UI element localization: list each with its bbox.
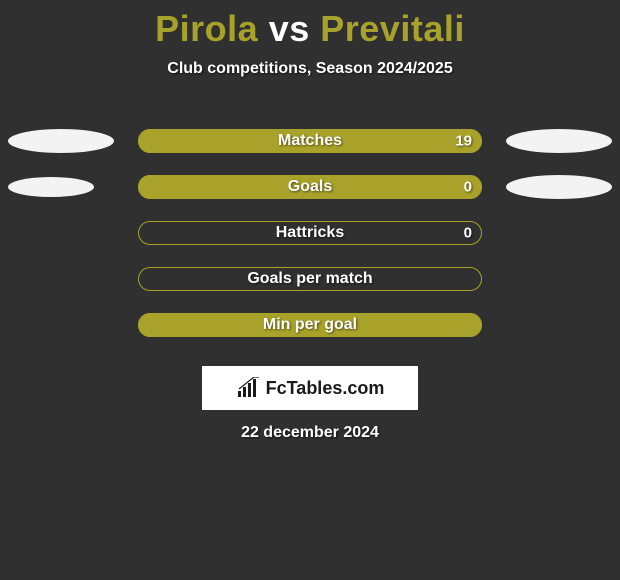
stat-row: Matches 19 [0,118,620,164]
stat-label: Min per goal [263,316,357,334]
stat-label: Matches [278,132,342,150]
stat-row: Hattricks 0 [0,210,620,256]
title-vs: vs [269,8,310,49]
ellipse-right [506,175,612,199]
subtitle: Club competitions, Season 2024/2025 [0,60,620,78]
stat-bar: Goals 0 [138,175,482,199]
title-player-1: Pirola [155,8,258,49]
stat-value: 19 [455,133,472,150]
stat-label: Hattricks [276,224,344,242]
stat-bar: Matches 19 [138,129,482,153]
stat-bar: Min per goal [138,313,482,337]
stat-bar: Goals per match [138,267,482,291]
stat-value: 0 [464,225,472,242]
stat-row: Min per goal [0,302,620,348]
date-label: 22 december 2024 [0,424,620,442]
page-title: Pirola vs Previtali [0,0,620,50]
ellipse-left [8,129,114,153]
chart-bars-icon [236,377,262,399]
title-player-2: Previtali [320,8,465,49]
ellipse-left [8,177,94,197]
stats-list: Matches 19 Goals 0 Hattricks 0 Goals per match… [0,118,620,348]
stat-label: Goals per match [247,270,372,288]
stat-row: Goals 0 [0,164,620,210]
branding-text: FcTables.com [266,378,385,399]
stat-bar: Hattricks 0 [138,221,482,245]
stat-value: 0 [464,179,472,196]
branding-box: FcTables.com [202,366,418,410]
stat-label: Goals [288,178,332,196]
ellipse-right [506,129,612,153]
stat-row: Goals per match [0,256,620,302]
